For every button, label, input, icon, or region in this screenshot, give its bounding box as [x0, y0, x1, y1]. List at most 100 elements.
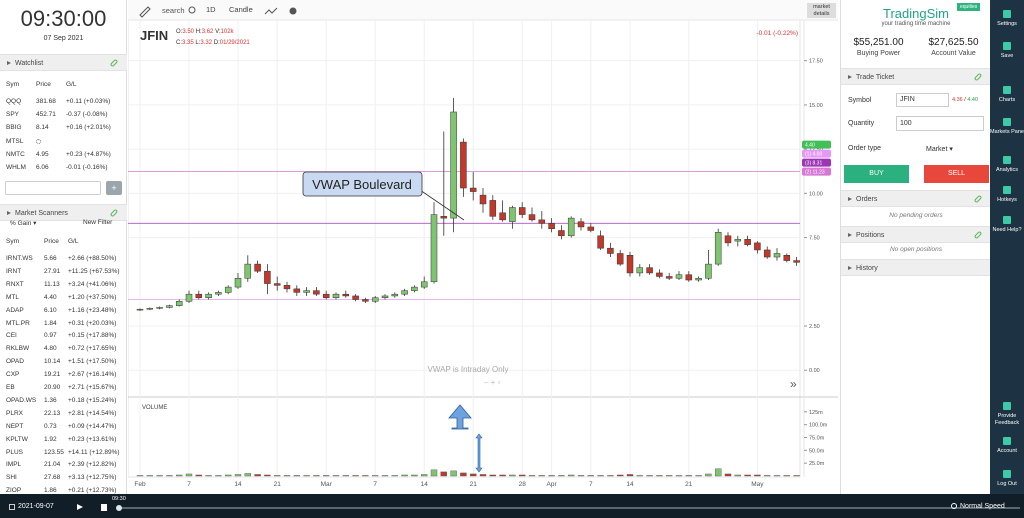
x-tick-label: 7 — [187, 481, 191, 488]
speed-icon[interactable] — [951, 503, 957, 509]
volume-bar — [381, 475, 389, 477]
symbol[interactable]: IMPL — [6, 461, 22, 469]
collapse-button[interactable]: » — [790, 377, 797, 391]
symbol[interactable]: CEI — [6, 332, 17, 340]
volume-bar — [695, 475, 702, 477]
symbol-field[interactable]: JFIN — [896, 93, 949, 107]
symbol[interactable]: OPAD — [6, 358, 24, 366]
positions-title: Positions — [856, 232, 885, 239]
volume-bar — [195, 474, 203, 477]
sidebar-item[interactable]: Save — [990, 42, 1024, 60]
symbol[interactable]: MTL — [6, 293, 19, 301]
order-type[interactable]: Market ▾ — [926, 146, 953, 153]
symbol[interactable]: CXP — [6, 371, 20, 379]
candle-body — [420, 281, 428, 288]
level-tag — [802, 149, 831, 158]
volume-bar — [656, 475, 663, 477]
symbol[interactable]: WHLM — [6, 164, 26, 171]
sidebar-item[interactable]: Need Help? — [990, 216, 1024, 234]
draw-icon[interactable] — [139, 6, 151, 18]
scanners-header[interactable]: Market Scanners — [0, 204, 127, 221]
orders-header[interactable]: Orders — [841, 190, 991, 207]
new-filter[interactable]: New Filter — [83, 219, 113, 226]
symbol[interactable]: EB — [6, 384, 15, 391]
price: 27.68 — [44, 474, 61, 482]
symbol[interactable]: IRNT — [6, 267, 22, 275]
timeline[interactable] — [120, 507, 1020, 509]
symbol[interactable]: OPAD.WS — [6, 396, 37, 404]
candle-body — [714, 232, 722, 265]
sidebar-item[interactable]: Markets Pane — [990, 118, 1024, 136]
add-button[interactable]: + — [106, 181, 122, 195]
volume-bar — [675, 475, 683, 477]
search-label[interactable]: search — [162, 6, 185, 15]
symbol[interactable]: NMTC — [6, 150, 25, 158]
volume-bar — [568, 474, 575, 477]
right-panel: TradingSim equities your trading time ma… — [840, 0, 991, 494]
scanner-filter[interactable]: % Gain ▾ — [10, 220, 37, 227]
speed[interactable]: Normal Speed — [960, 503, 1005, 510]
ask: 4.40 — [967, 97, 979, 103]
symbol[interactable]: PLUS — [6, 448, 23, 456]
watchlist-title: Watchlist — [15, 60, 44, 67]
sidebar-item[interactable]: Log Out — [990, 470, 1024, 488]
zoom-controls[interactable]: – + ▫ — [484, 378, 501, 387]
volume-bar — [509, 474, 516, 477]
symbol[interactable]: QQQ — [6, 98, 22, 105]
symbol[interactable]: BBIG — [6, 124, 22, 132]
symbol[interactable]: NEPT — [6, 422, 24, 430]
sidebar-item[interactable]: Account — [990, 437, 1024, 455]
calendar-icon[interactable] — [9, 504, 15, 510]
history-header[interactable]: History — [841, 259, 991, 276]
symbol[interactable]: PLRX — [6, 409, 23, 417]
chart-type[interactable]: Candle — [229, 5, 253, 14]
market-details[interactable]: market details — [807, 3, 836, 18]
player-date[interactable]: 2021-09-07 — [18, 503, 54, 510]
price: 6.06 — [36, 164, 49, 171]
candle-body — [342, 293, 350, 297]
search-icon[interactable] — [188, 6, 196, 14]
play-button[interactable] — [77, 504, 83, 510]
gain-loss: +2.81 (+14.54%) — [68, 409, 117, 417]
sidebar-item[interactable]: Settings — [990, 10, 1024, 28]
symbol[interactable]: SHI — [6, 474, 17, 482]
positions-header[interactable]: Positions — [841, 226, 991, 243]
sell-button[interactable]: SELL — [924, 165, 989, 183]
volume-bar — [332, 475, 340, 477]
symbol[interactable]: RKLBW — [6, 345, 30, 353]
symbol[interactable]: ADAP — [6, 306, 24, 314]
indicator-icon[interactable] — [264, 7, 278, 15]
symbol[interactable]: MTL.PR — [6, 319, 30, 327]
buy-button[interactable]: BUY — [844, 165, 909, 183]
volume-bar — [313, 475, 320, 477]
sidebar-item[interactable]: Hotkeys — [990, 186, 1024, 204]
candle-body — [636, 267, 644, 274]
symbol[interactable]: IRNT.WS — [6, 255, 33, 262]
volume-tick-label: 50.0m — [809, 448, 825, 454]
trade-ticket-header[interactable]: Trade Ticket — [841, 68, 991, 85]
level-tag — [802, 167, 831, 176]
x-tick-label: 21 — [470, 481, 478, 488]
price: 1.84 — [44, 319, 57, 327]
sidebar-item[interactable]: Charts — [990, 86, 1024, 104]
ohlc-row: C:3.35 L:3.32 D:01/29/2021 — [176, 40, 250, 46]
scanners-title: Market Scanners — [15, 210, 68, 217]
symbol[interactable]: KPLTW — [6, 435, 28, 443]
candle-body — [352, 295, 359, 300]
player-bar: 09:30 2021-09-07 Normal Speed — [0, 494, 1024, 518]
symbol-input[interactable] — [5, 181, 101, 195]
symbol[interactable]: RNXT — [6, 280, 24, 288]
sidebar-item[interactable]: Analytics — [990, 156, 1024, 174]
candle-body — [695, 278, 702, 281]
sidebar-item[interactable]: Provide Feedback — [990, 402, 1024, 426]
symbol[interactable]: MTSL — [6, 137, 24, 145]
settings-icon[interactable] — [289, 7, 297, 15]
candle-body — [744, 239, 751, 245]
interval[interactable]: 1D — [206, 5, 216, 14]
timeline-thumb[interactable] — [116, 505, 122, 511]
symbol[interactable]: ZIOP — [6, 487, 22, 495]
step-button[interactable] — [101, 504, 107, 511]
symbol[interactable]: SPY — [6, 111, 20, 119]
watchlist-header[interactable]: Watchlist — [0, 54, 127, 71]
quantity-field[interactable]: 100 — [896, 116, 984, 131]
